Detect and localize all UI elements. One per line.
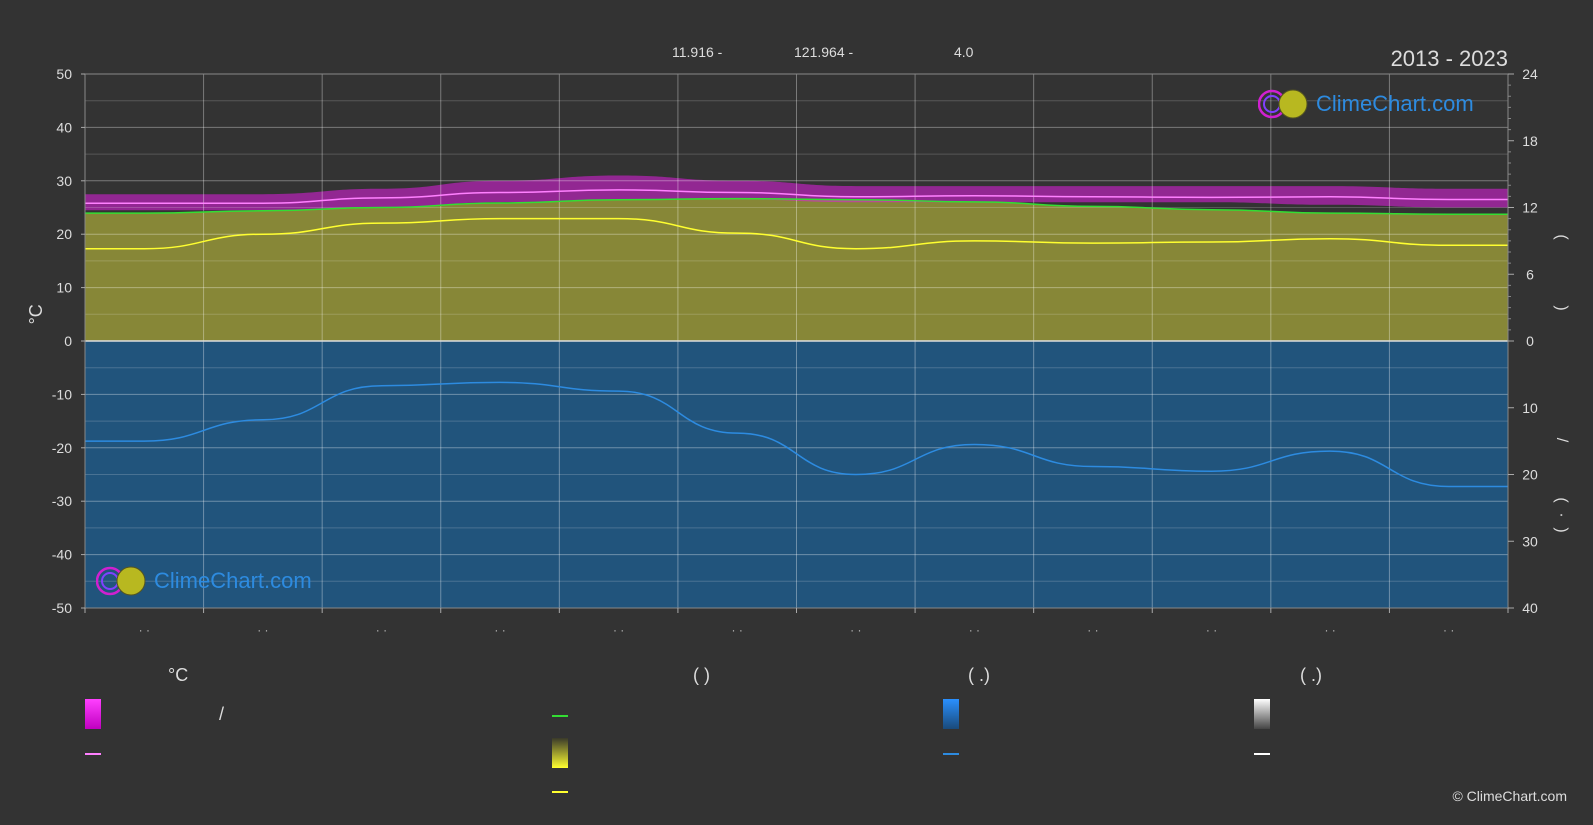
month-tick-label: · ·: [1443, 623, 1454, 637]
year-range: 2013 - 2023: [1390, 46, 1508, 71]
month-tick-label: · ·: [139, 623, 150, 637]
month-tick-label: · ·: [969, 623, 980, 637]
legend-snow-swatch: [1254, 699, 1270, 729]
right-precip-tick-label: 30: [1522, 533, 1538, 549]
left-tick-label: 40: [56, 119, 72, 135]
right-hours-tick-label: 0: [1526, 333, 1534, 349]
precipitation-mean-line: [85, 381, 1508, 488]
month-tick-label: · ·: [850, 623, 861, 637]
sunshine-area: [85, 198, 1508, 341]
month-tick-label: · ·: [494, 623, 505, 637]
left-axis-label: °C: [26, 304, 46, 324]
right-precip-tick-label: 20: [1522, 467, 1538, 483]
daylight-line: [85, 197, 1508, 215]
sunshine-mean-line: [85, 217, 1508, 250]
legend-precip-heading: ( .): [968, 665, 990, 685]
area-layer: [85, 175, 1508, 608]
left-tick-label: -20: [52, 440, 72, 456]
legend-sunshine-heading: ( ): [693, 665, 710, 685]
right-axis-glyph: (: [1553, 497, 1570, 503]
legend-precip-swatch: [943, 699, 959, 729]
elevation-label: 4.0: [954, 44, 974, 60]
longitude-label: 121.964 -: [794, 44, 854, 60]
right-precip-tick-label: 10: [1522, 400, 1538, 416]
right-hours-tick-label: 12: [1522, 200, 1538, 216]
month-tick-label: · ·: [257, 623, 268, 637]
right-axis-glyph: ·: [1553, 512, 1570, 517]
line-layer: [85, 189, 1508, 488]
legend-sunshine-swatch: [552, 738, 568, 768]
month-tick-label: · ·: [376, 623, 387, 637]
month-tick-label: · ·: [1087, 623, 1098, 637]
latitude-label: 11.916 -: [672, 44, 723, 60]
legend-temperature-heading: °C: [168, 665, 189, 685]
axes-layer: 50 40 30 20 10 0 -10 -20 -30 -40 -50 °C 24 18 12 6 0 10 20…: [26, 66, 1570, 637]
left-tick-label: 50: [56, 66, 72, 82]
right-axis-glyph: ): [1553, 527, 1570, 532]
month-tick-label: · ·: [1324, 623, 1335, 637]
legend-temp-band-swatch: [85, 699, 101, 729]
right-hours-tick-label: 6: [1526, 266, 1534, 282]
copyright-notice[interactable]: © ClimeChart.com: [1452, 788, 1567, 804]
left-tick-label: 0: [64, 333, 72, 349]
logo-text: ClimeChart.com: [1316, 91, 1474, 116]
right-axis-glyph: (: [1553, 234, 1570, 240]
month-tick-label: · ·: [613, 623, 624, 637]
grid-layer: [85, 73, 1508, 609]
temperature-band: [85, 175, 1508, 211]
legend-snow-heading: ( .): [1300, 665, 1322, 685]
left-tick-label: -50: [52, 600, 72, 616]
left-tick-label: -30: [52, 493, 72, 509]
right-hours-tick-label: 24: [1522, 66, 1538, 82]
logo-top-right[interactable]: ClimeChart.com: [1258, 88, 1474, 120]
month-tick-label: · ·: [732, 623, 743, 637]
left-tick-label: 20: [56, 226, 72, 242]
logo-bottom-left[interactable]: ClimeChart.com: [96, 565, 312, 597]
left-tick-label: -40: [52, 547, 72, 563]
left-tick-label: -10: [52, 386, 72, 402]
month-tick-label: · ·: [1206, 623, 1217, 637]
legend-temperature-separator: /: [219, 704, 225, 724]
climechart-logo-icon: [1258, 89, 1308, 119]
right-hours-tick-label: 18: [1522, 133, 1538, 149]
right-precip-tick-label: 40: [1522, 600, 1538, 616]
right-axis-glyph: /: [1553, 438, 1570, 443]
right-axis-glyph: ): [1553, 305, 1570, 310]
legend-layer: [85, 699, 1270, 793]
temperature-mean-line: [85, 189, 1508, 204]
precipitation-area: [85, 341, 1508, 608]
left-tick-label: 30: [56, 173, 72, 189]
logo-text: ClimeChart.com: [154, 568, 312, 593]
climechart-logo-icon: [96, 566, 146, 596]
left-tick-label: 10: [56, 280, 72, 296]
